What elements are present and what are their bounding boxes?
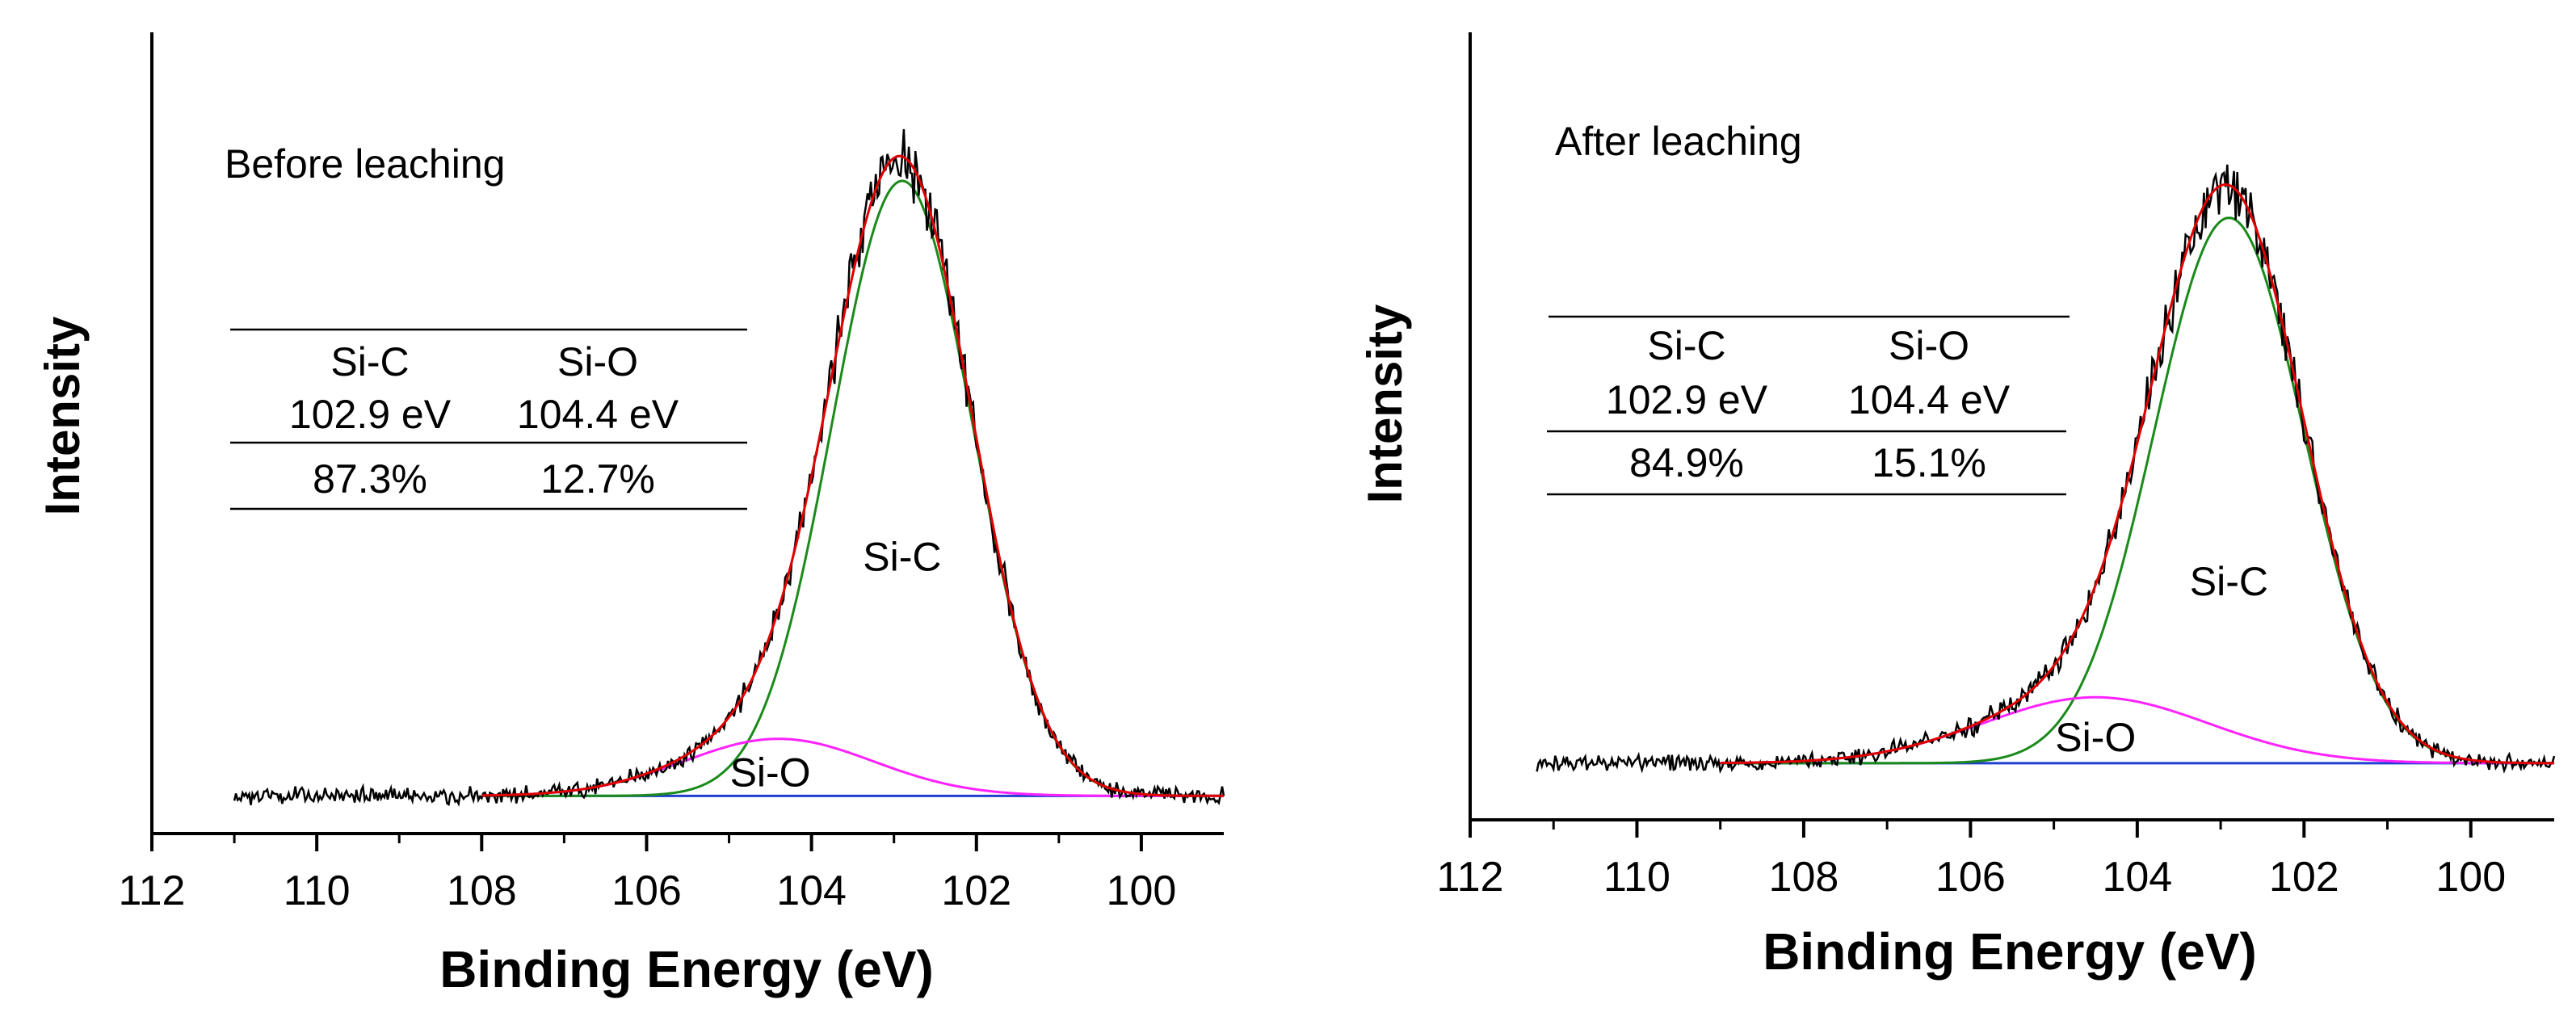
result-table: Si-C Si-O 102.9 eV 104.4 eV 87.3% 12.7% xyxy=(230,328,747,510)
envelope-fit-line xyxy=(1720,183,2554,765)
x-ticks xyxy=(150,834,1143,851)
y-axis-label: Intensity xyxy=(36,316,90,515)
table-energy-sic: 102.9 eV xyxy=(1606,377,1768,422)
panel-title: After leaching xyxy=(1555,119,1802,164)
peak-labels: Si-C Si-O xyxy=(730,535,942,796)
peak-label-si-c: Si-C xyxy=(2190,559,2268,604)
peak-label-si-c: Si-C xyxy=(863,535,941,580)
x-tick-label: 112 xyxy=(1437,854,1504,901)
x-axis-label: Binding Energy (eV) xyxy=(1763,922,2257,981)
x-tick-label: 104 xyxy=(776,867,847,914)
table-header-sic: Si-C xyxy=(330,339,409,384)
x-tick-label: 106 xyxy=(611,867,682,914)
table-percent-sic: 84.9% xyxy=(1629,440,1744,485)
table-percent-sio: 12.7% xyxy=(540,456,655,502)
x-tick-label: 100 xyxy=(2435,854,2506,901)
x-ticks xyxy=(1469,820,2473,838)
component-si-o-curve xyxy=(1720,695,2554,765)
result-table: Si-C Si-O 102.9 eV 104.4 eV 84.9% 15.1% xyxy=(1547,315,2070,496)
table-energy-sic: 102.9 eV xyxy=(289,392,452,437)
x-tick-labels: 112 110 108 106 104 102 100 xyxy=(1437,854,2507,901)
x-tick-label: 108 xyxy=(1769,854,1839,901)
peak-label-si-o: Si-O xyxy=(730,750,811,796)
table-percent-sio: 15.1% xyxy=(1872,440,1986,485)
x-tick-label: 106 xyxy=(1935,854,2006,901)
x-tick-label: 102 xyxy=(941,867,1011,914)
spectrum-traces xyxy=(1536,164,2556,775)
x-tick-label: 108 xyxy=(447,867,517,914)
x-tick-labels: 112 110 108 106 104 102 100 xyxy=(119,867,1177,914)
table-header-sio: Si-O xyxy=(557,339,638,384)
panel-title: Before leaching xyxy=(225,141,505,187)
x-tick-label: 104 xyxy=(2102,854,2172,901)
table-energy-sio: 104.4 eV xyxy=(1848,377,2011,422)
component-si-c-curve xyxy=(1720,216,2554,765)
spectrum-traces xyxy=(233,128,1225,807)
table-header-sic: Si-C xyxy=(1647,323,1725,368)
x-tick-label: 102 xyxy=(2269,854,2339,901)
table-percent-sic: 87.3% xyxy=(313,456,427,502)
x-tick-label: 100 xyxy=(1107,867,1177,914)
panel-before-leaching: 112 110 108 106 104 102 100 Before leaching Si… xyxy=(36,32,1225,998)
table-header-sio: Si-O xyxy=(1889,323,1969,368)
x-tick-label: 110 xyxy=(1603,854,1670,901)
x-tick-label: 110 xyxy=(284,867,351,914)
panel-after-leaching: 112 110 108 106 104 102 100 After leaching Si-… xyxy=(1358,32,2556,981)
peak-labels: Si-C Si-O xyxy=(2055,559,2268,760)
y-axis-label: Intensity xyxy=(1358,304,1412,503)
x-tick-label: 112 xyxy=(119,867,186,914)
table-energy-sio: 104.4 eV xyxy=(517,392,679,437)
peak-label-si-o: Si-O xyxy=(2055,715,2136,760)
envelope-fit-line xyxy=(481,154,1224,797)
x-axis-label: Binding Energy (eV) xyxy=(439,940,934,998)
